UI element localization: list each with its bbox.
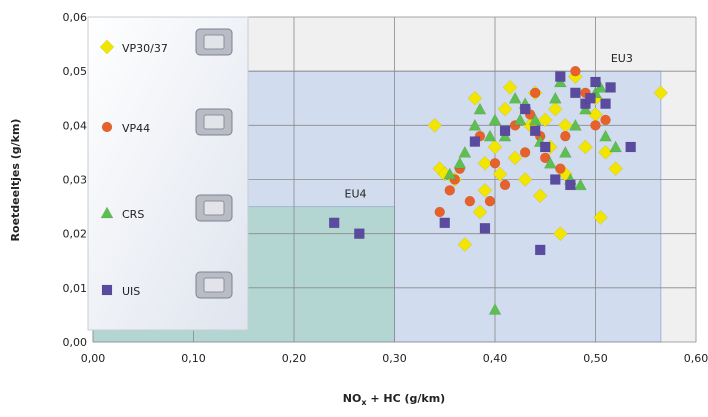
x-tick-label: 0,50 (583, 352, 608, 365)
x-tick-label: 0,00 (81, 352, 106, 365)
legend-image (204, 278, 224, 292)
point (445, 185, 455, 195)
point (565, 180, 575, 190)
point (550, 175, 560, 185)
point (465, 196, 475, 206)
legend-label: VP44 (122, 122, 150, 135)
legend-marker (102, 122, 112, 132)
y-tick-label: 0,01 (63, 282, 88, 295)
point (585, 93, 595, 103)
point (329, 218, 339, 228)
legend-image (204, 35, 224, 49)
point (535, 245, 545, 255)
point (500, 180, 510, 190)
point (626, 142, 636, 152)
point (490, 158, 500, 168)
point (530, 88, 540, 98)
region-label: EU3 (611, 52, 633, 65)
legend-image (204, 115, 224, 129)
x-tick-label: 0,60 (684, 352, 708, 365)
point (485, 196, 495, 206)
chart: EU3 EU4 0,00 0,10 0,20 0,30 0,40 0,50 0,60 0,00 0… (0, 0, 708, 413)
y-tick-label: 0,00 (63, 336, 88, 349)
point (591, 120, 601, 130)
point (560, 131, 570, 141)
point (500, 126, 510, 136)
legend-label: VP30/37 (122, 42, 168, 55)
x-tick-label: 0,20 (282, 352, 307, 365)
x-axis-label: NOx + HC (g/km) (343, 392, 445, 407)
y-tick-label: 0,04 (63, 119, 88, 132)
point (555, 72, 565, 82)
x-tick-label: 0,40 (483, 352, 508, 365)
point (601, 99, 611, 109)
legend-marker (102, 285, 112, 295)
y-tick-label: 0,05 (63, 65, 88, 78)
point (440, 218, 450, 228)
point (601, 115, 611, 125)
point (570, 88, 580, 98)
point (570, 66, 580, 76)
x-tick-label: 0,10 (181, 352, 206, 365)
point (520, 147, 530, 157)
y-tick-label: 0,06 (63, 11, 88, 24)
legend-label: UIS (122, 285, 140, 298)
point (530, 126, 540, 136)
page: {"chart_data": {"type": "scatter", "xlab… (0, 0, 708, 413)
y-axis-label: Roetdeeltjes (g/km) (9, 119, 22, 242)
point (480, 223, 490, 233)
region-label: EU4 (345, 188, 367, 201)
point (435, 207, 445, 217)
legend-image (204, 201, 224, 215)
point (555, 164, 565, 174)
point (520, 104, 530, 114)
point (540, 142, 550, 152)
legend-label: CRS (122, 208, 144, 221)
x-tick-label: 0,30 (382, 352, 407, 365)
point (354, 229, 364, 239)
y-tick-label: 0,03 (63, 174, 88, 187)
point (591, 77, 601, 87)
point (470, 137, 480, 147)
point (606, 82, 616, 92)
y-tick-label: 0,02 (63, 228, 88, 241)
